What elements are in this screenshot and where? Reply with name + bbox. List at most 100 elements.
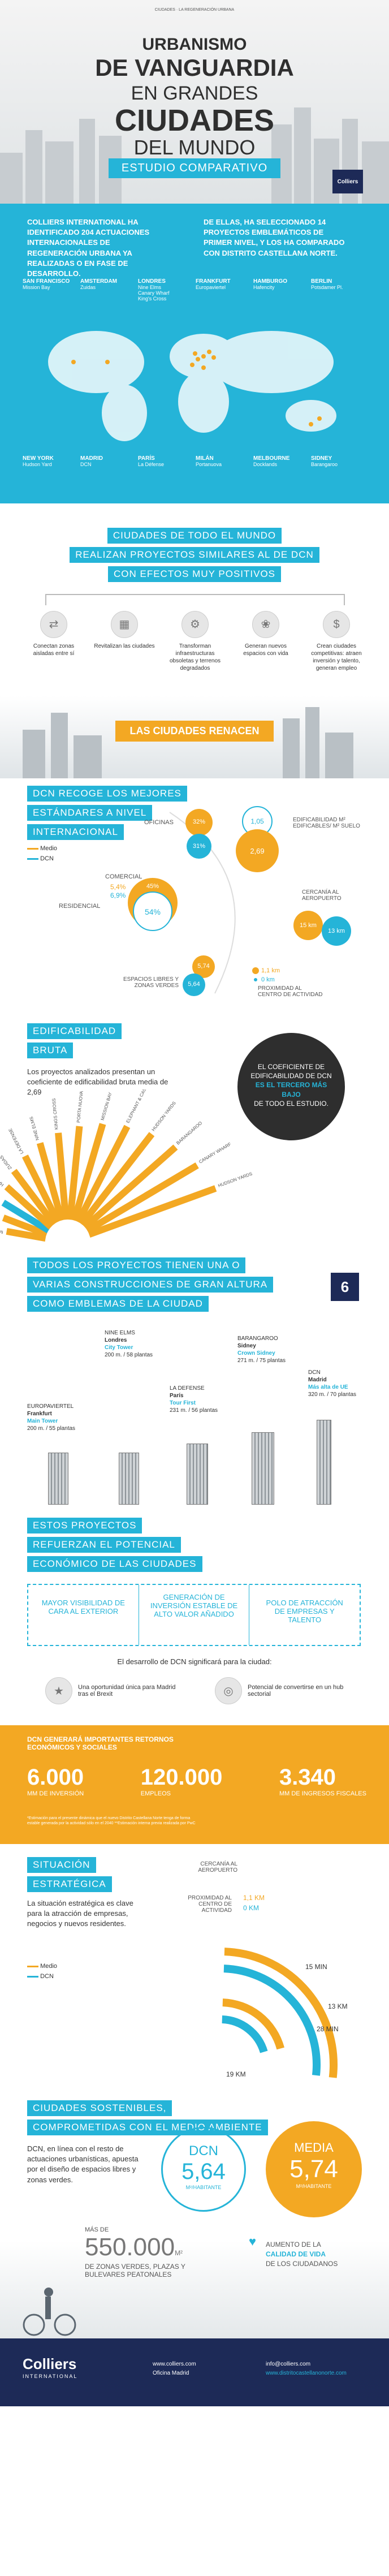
tower-n: Crown Sidney [237,1350,275,1356]
std-residencial-dcn: 54% [144,907,161,916]
strategic-legend-dcn: DCN [40,1973,54,1980]
effect-item: ❀ Generan nuevos espacios con vida [235,611,297,672]
edif-box-3: DE TODO EL ESTUDIO. [254,1099,329,1108]
title-line-3: EN GRANDES [131,83,258,104]
cities_bottom-city: MADRID DCN [80,455,131,467]
std-comercial-label: COMERCIAL [105,873,142,880]
towers-title-1: TODOS LOS PROYECTOS TIENEN UNA O [27,1257,246,1273]
footer-line-1: www.colliers.com [153,2361,196,2367]
city-name: PARÍS [138,455,155,462]
media-circle: MEDIA 5,74 M²/HABITANTE [266,2121,362,2217]
quality-1: AUMENTO DE LA [266,2241,321,2248]
cities-title-1: CIUDADES DE TODO EL MUNDO [107,528,282,544]
edif-bar [6,1227,46,1242]
std-proximidad-medio: 1,1 km [261,967,280,974]
strategic-title-2: ESTRATÉGICA [27,1876,112,1892]
tower-c: París [170,1393,184,1399]
legend-dcn: DCN [40,855,54,862]
edif-box-1: EL COEFICIENTE DE EDIFICABILIDAD DE DCN [250,1063,332,1080]
quality-text: AUMENTO DE LA CALIDAD DE VIDA DE LOS CIU… [266,2240,356,2268]
std-espacios-medio: 5,74 [197,963,210,970]
cities_bottom-city: NEW YORK Hudson Yard [23,455,74,467]
cities-title-3: CON EFECTOS MUY POSITIVOS [107,566,282,582]
econ-dcn-item-1: ★ Una oportunidad única para Madrid tras… [45,1677,187,1704]
city-project: La Défense [138,462,165,467]
econ-title-3: ECONÓMICO DE LAS CIUDADES [27,1556,202,1572]
std-aeropuerto-dcn: 13 km [328,928,345,934]
effect-item: ⇄ Conectan zonas aisladas entre sí [23,611,85,672]
cities_top-city: BERLIN Potsdamer Pl. [311,278,362,301]
std-oficinas-medio: 32% [192,819,206,825]
city-name: NEW YORK [23,455,54,462]
benefit-stats: 6.000 MM DE INVERSIÓN 120.000 EMPLEOS 3.340 M… [27,1765,366,1797]
subtitle-banner: ESTUDIO COMPARATIVO [109,158,280,178]
effects-row: ⇄ Conectan zonas aisladas entre sí ▦ Revita… [23,611,368,672]
city-project: Hafencity [253,285,275,290]
econ-title-1: ESTOS PROYECTOS [27,1518,142,1533]
econ-effect-2: GENERACIÓN DE INVERSIÓN ESTABLE DE ALTO … [138,1585,250,1645]
city-project: Hudson Yard [23,462,52,467]
benefits-note: *Estimación para el presente dinámica qu… [27,1816,196,1826]
standards-title-1: DCN RECOGE LOS MEJORES [27,786,187,802]
econ-section: ESTOS PROYECTOS REFUERZAN EL POTENCIAL E… [0,1505,389,1725]
dcn-circle: DCN 5,64 M²/HABITANTE [161,2127,246,2212]
std-residencial-label: RESIDENCIAL [59,903,101,910]
edif-bar [4,1184,54,1230]
edif-label: LA DEFENSE [7,1127,24,1155]
edif-fan-chart: MELBOURNE DOCKLANDSEUROPAVIERTELDCN HAFEN… [0,1089,253,1242]
tower-n: Tour First [170,1400,196,1406]
footer-logo-sub: INTERNATIONAL [23,2373,78,2379]
std-edif-dcn: 2,69 [250,847,265,855]
edif-title-1: EDIFICABILIDAD [27,1023,122,1039]
cities_top-city: SAN FRANCISCO Mission Bay [23,278,74,301]
econ-dcn-2: Potencial de convertirse en un hub secto… [248,1684,344,1698]
city-project: Europaviertel [196,285,226,290]
hub-icon: ◎ [215,1677,242,1704]
bracket-line [45,594,345,605]
benefit-value: 6.000 [27,1765,84,1790]
sustain-title-1: CIUDADES SOSTENIBLES, [27,2100,172,2116]
standards-title-2: ESTÁNDARES A NIVEL [27,805,153,821]
edif-text: Los proyectos analizados presentan un co… [27,1067,168,1097]
city-name: HAMBURGO [253,278,287,285]
effect-text: Generan nuevos espacios con vida [243,643,288,657]
big-pre: MÁS DE [85,2226,109,2233]
tower-label: BARANGAROO Sidney Crown Sidney 271 m. / 75 … [237,1335,311,1364]
edif-bar [75,1125,131,1224]
cities_top-city: LONDRES Nine Elms Canary Wharf King's Cro… [138,278,189,301]
legend: Medio DCN [27,845,57,862]
footer-contact-2[interactable]: www.distritocastellanonorte.com [266,2370,347,2376]
std-aeropuerto-label: CERCANÍA AL AEROPUERTO [302,889,342,902]
footer-contact-1[interactable]: info@colliers.com [266,2361,311,2367]
edif-bar [71,1123,106,1222]
tower-p: LA DEFENSE [170,1385,205,1392]
city-name: MADRID [80,455,103,462]
effect-item: ▦ Revitalizan las ciudades [93,611,155,672]
econ-effects-box: MAYOR VISIBILIDAD DE CARA AL EXTERIOR GE… [27,1584,361,1646]
footer-section: Colliers INTERNATIONAL www.colliers.com … [0,2338,389,2406]
city-project: DCN [80,462,92,467]
city-project: Nine Elms Canary Wharf King's Cross [138,285,170,301]
edif-label: HUDSON YARDS [217,1171,253,1188]
strategic-value-5: 28 MIN [317,2025,339,2033]
edif-label: PORTA NUOVA [76,1091,84,1123]
benefits-title: DCN GENERARÁ IMPORTANTES RETORNOS ECONÓM… [27,1735,174,1751]
renacen-banner: LAS CIUDADES RENACEN [115,721,274,742]
edif-box-2: ES EL TERCERO MÁS BAJO [255,1081,327,1099]
std-comercial-medio: 5,4% [110,883,126,891]
edif-bar [1,1200,50,1234]
edif-title-2: BRUTA [27,1043,74,1058]
effect-item: $ Crean ciudades competitivas: atraen inv… [305,611,368,672]
edif-bar [67,1126,83,1220]
tower-c: Madrid [308,1377,327,1383]
city-name: AMSTERDAM [80,278,117,285]
effect-text: Revitalizan las ciudades [94,643,155,649]
tower-label: NINE ELMS Londres City Tower 200 m. / 58 pl… [105,1329,178,1359]
city-name: SAN FRANCISCO [23,278,70,285]
benefit-label: MM DE INVERSIÓN [27,1790,84,1797]
standards-section: DCN RECOGE LOS MEJORES ESTÁNDARES A NIVE… [0,778,389,1016]
std-espacios-label: ESPACIOS LIBRES Y ZONAS VERDES [123,976,179,989]
tower-p: BARANGAROO [237,1336,278,1342]
tower-s: 271 m. / 75 plantas [237,1358,286,1364]
tower-p: NINE ELMS [105,1330,135,1336]
